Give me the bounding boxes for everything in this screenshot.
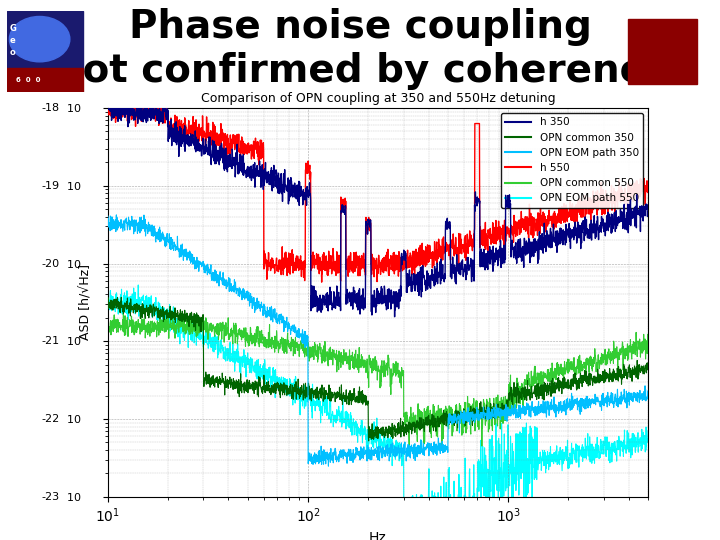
- Text: o: o: [9, 49, 15, 57]
- Legend: h 350, OPN common 350, OPN EOM path 350, h 550, OPN common 550, OPN EOM path 550: h 350, OPN common 350, OPN EOM path 350,…: [501, 113, 643, 207]
- Title: Comparison of OPN coupling at 350 and 550Hz detuning: Comparison of OPN coupling at 350 and 55…: [201, 92, 555, 105]
- Text: G: G: [9, 24, 17, 33]
- Bar: [7, 11, 83, 68]
- Text: -20: -20: [41, 259, 59, 268]
- Text: Phase noise coupling
Not confirmed by coherence: Phase noise coupling Not confirmed by co…: [50, 8, 670, 90]
- Text: 6  0  0: 6 0 0: [16, 77, 40, 83]
- Text: -21: -21: [41, 336, 59, 346]
- Text: $10$: $10$: [66, 102, 81, 114]
- Text: -18: -18: [41, 103, 59, 113]
- Bar: [7, 68, 83, 92]
- Text: -19: -19: [41, 181, 59, 191]
- Circle shape: [9, 16, 70, 62]
- Text: $10$: $10$: [66, 180, 81, 192]
- Text: -23: -23: [41, 492, 59, 502]
- Text: $10$: $10$: [66, 413, 81, 425]
- Text: e: e: [9, 36, 15, 45]
- Text: $10$: $10$: [66, 258, 81, 269]
- Text: -22: -22: [41, 414, 59, 424]
- Y-axis label: ASD [h/√Hz]: ASD [h/√Hz]: [80, 265, 93, 340]
- X-axis label: Hz: Hz: [369, 531, 387, 540]
- Bar: [628, 19, 697, 84]
- Text: $10$: $10$: [66, 335, 81, 347]
- Text: $10$: $10$: [66, 491, 81, 503]
